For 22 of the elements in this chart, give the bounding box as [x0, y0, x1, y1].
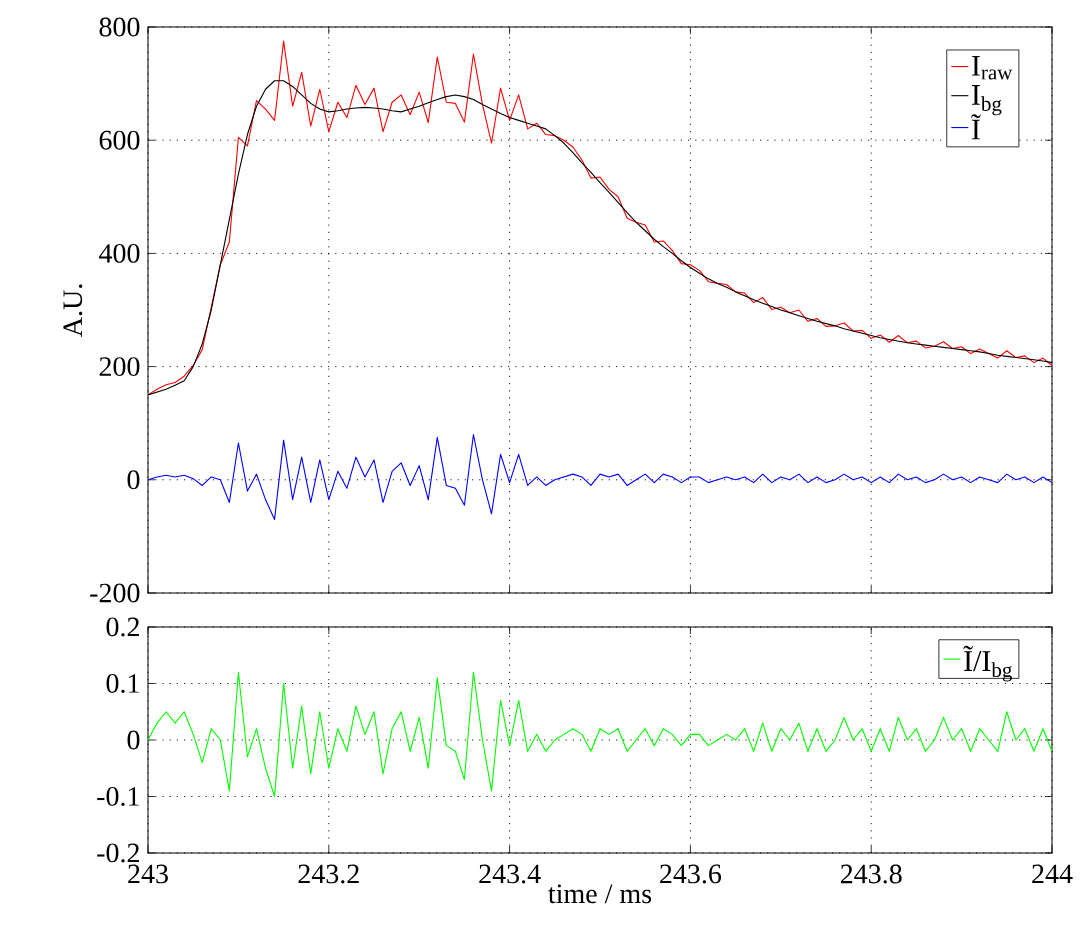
x-axis-title: time / ms	[548, 884, 652, 904]
y-tick-label: -0.1	[97, 786, 139, 806]
x-tick-label: 243	[128, 864, 168, 884]
y-tick-label: 800	[99, 17, 140, 37]
y-tick-label: -200	[90, 583, 140, 603]
y-axis-title: A.U.	[63, 284, 83, 337]
y-tick-label: 0.1	[106, 673, 139, 693]
legend-label: Ĩ/I$_{bg}$	[963, 645, 1012, 682]
x-tick-label: 243.2	[298, 864, 359, 884]
legend-label: I$_{raw}$	[972, 55, 1013, 80]
x-tick-label: 244	[1032, 864, 1073, 884]
y-tick-label: 0	[127, 470, 140, 490]
x-tick-label: 243.8	[840, 864, 902, 884]
y-tick-label: 600	[99, 130, 140, 150]
legend-label: Ĩ	[971, 114, 981, 140]
y-tick-label: 200	[99, 357, 140, 377]
y-tick-label: 0	[127, 730, 140, 750]
y-tick-label: 0.2	[106, 617, 139, 637]
x-tick-label: 243.6	[660, 864, 722, 884]
y-tick-label: -0.2	[97, 843, 139, 863]
x-tick-label: 243.4	[479, 864, 541, 884]
y-tick-label: 400	[99, 243, 140, 263]
